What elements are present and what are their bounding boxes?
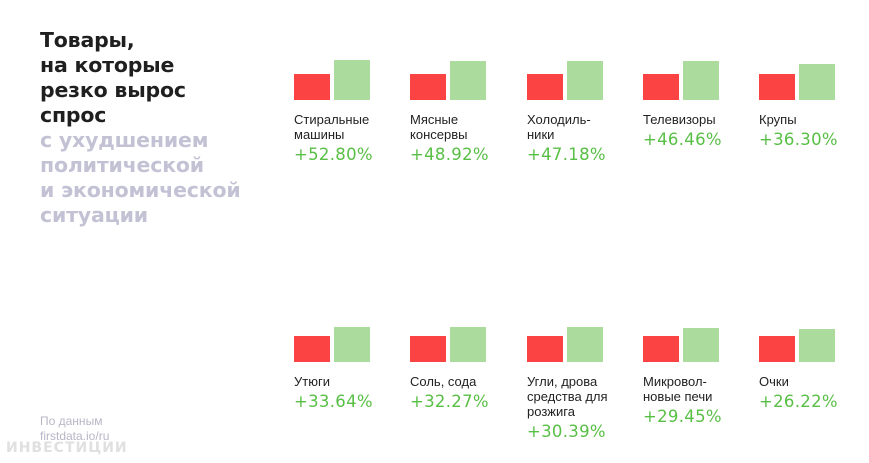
category-label: Крупы xyxy=(759,112,797,127)
bar-pair xyxy=(527,292,617,362)
source-link[interactable]: firstdata.io/ru xyxy=(40,429,110,443)
growth-percent: +33.64% xyxy=(294,392,373,411)
category-label: Стиральные машины xyxy=(294,112,370,142)
headline: Товары, на которые резко вырос спрос с у… xyxy=(40,28,280,228)
category-label: Очки xyxy=(759,374,789,389)
bar-after xyxy=(450,60,486,100)
bar-pair xyxy=(527,30,617,100)
bar-pair xyxy=(410,292,500,362)
bar-pair xyxy=(294,30,384,100)
bar-before xyxy=(410,73,446,100)
bar-before xyxy=(643,73,679,100)
category-label: Телевизоры xyxy=(643,112,716,127)
bar-before xyxy=(643,335,679,362)
bar-after xyxy=(567,327,603,362)
bar-after xyxy=(683,327,719,362)
bar-before xyxy=(759,73,795,100)
bar-before xyxy=(294,335,330,362)
category-label: Микровол- новые печи xyxy=(643,374,713,404)
bar-after xyxy=(683,61,719,100)
category-label: Соль, сода xyxy=(410,374,477,389)
bar-after xyxy=(567,61,603,100)
bar-before xyxy=(759,335,795,362)
bar-pair xyxy=(643,292,733,362)
growth-percent: +46.46% xyxy=(643,130,722,149)
bar-before xyxy=(294,73,330,100)
bar-after xyxy=(334,59,370,100)
bar-after xyxy=(334,326,370,362)
bar-pair xyxy=(643,30,733,100)
growth-percent: +26.22% xyxy=(759,392,838,411)
bar-pair xyxy=(294,292,384,362)
bar-pair xyxy=(759,30,849,100)
growth-percent: +29.45% xyxy=(643,407,722,426)
headline-sub: с ухудшением политической и экономическо… xyxy=(40,128,241,227)
growth-percent: +48.92% xyxy=(410,145,489,164)
growth-percent: +47.18% xyxy=(527,145,606,164)
bar-before xyxy=(410,335,446,362)
bar-pair xyxy=(410,30,500,100)
bar-pair xyxy=(759,292,849,362)
bar-after xyxy=(450,326,486,362)
bar-before xyxy=(527,335,563,362)
growth-percent: +30.39% xyxy=(527,422,606,441)
category-label: Утюги xyxy=(294,374,330,389)
source-label: По данным xyxy=(40,414,103,428)
growth-percent: +52.80% xyxy=(294,145,373,164)
growth-percent: +36.30% xyxy=(759,130,838,149)
headline-main: Товары, на которые резко вырос спрос xyxy=(40,28,186,127)
category-label: Холодиль- ники xyxy=(527,112,591,142)
bar-before xyxy=(527,73,563,100)
watermark-logo: ИНВЕСТИЦИИ xyxy=(6,440,128,456)
growth-percent: +32.27% xyxy=(410,392,489,411)
category-label: Мясные консервы xyxy=(410,112,468,142)
bar-after xyxy=(799,328,835,362)
source-note: По данным firstdata.io/ru xyxy=(40,414,109,444)
category-label: Угли, дрова средства для розжига xyxy=(527,374,608,419)
bar-after xyxy=(799,63,835,100)
